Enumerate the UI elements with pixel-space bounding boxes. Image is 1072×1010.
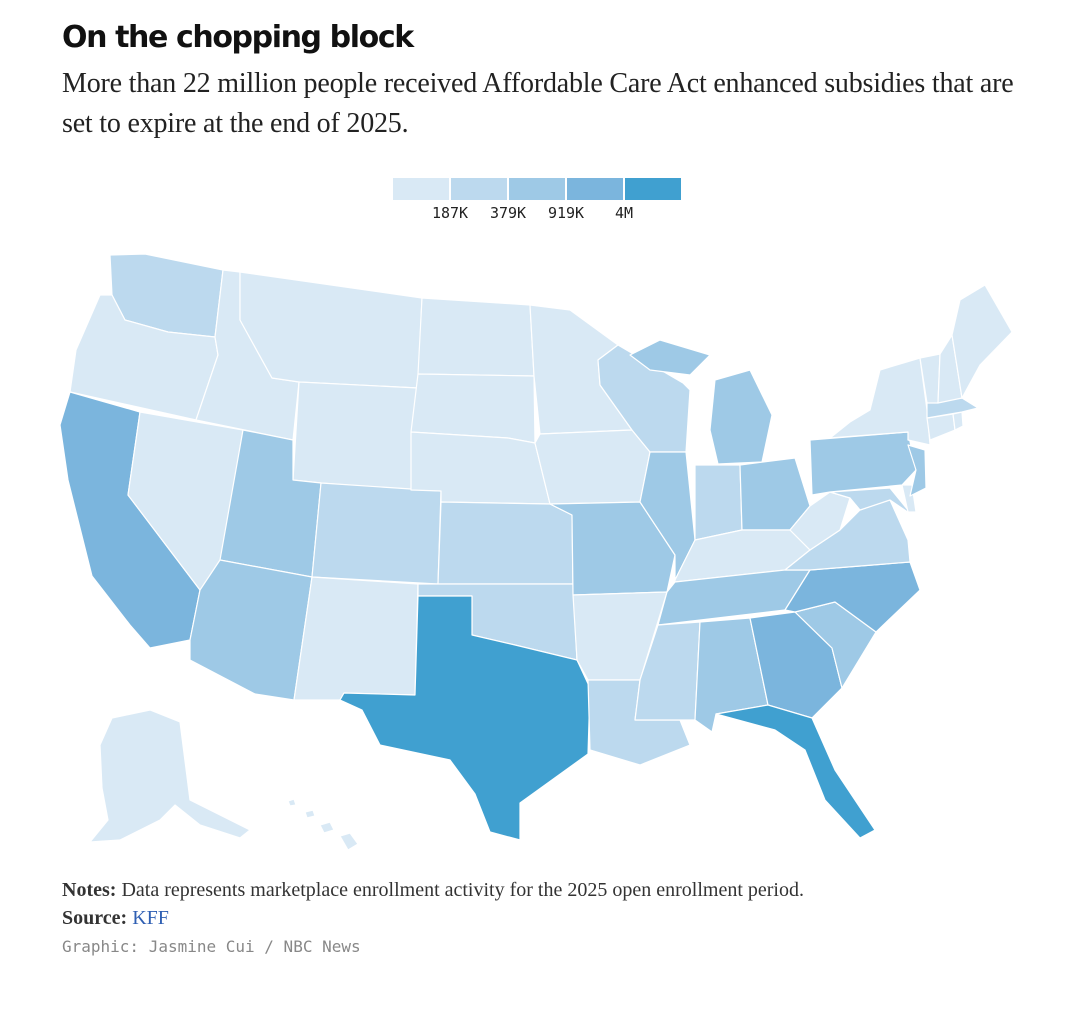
state-iowa[interactable] [534,429,651,505]
state-indiana[interactable] [694,464,743,541]
chart-subtitle: More than 22 million people received Aff… [62,68,1014,139]
state-new-york[interactable] [829,357,931,446]
graphic-credit: Graphic: Jasmine Cui / NBC News [62,937,361,956]
notes-label: Notes: [62,879,117,901]
state-new-jersey[interactable] [907,444,927,497]
state-kansas[interactable] [437,501,574,585]
state-mississippi[interactable] [634,621,701,721]
state-florida[interactable] [715,704,876,839]
legend-tick-1: 187K [431,204,469,222]
state-new-mexico[interactable] [293,576,419,701]
state-alaska[interactable] [89,709,251,843]
state-north-dakota[interactable] [417,297,535,377]
state-arizona[interactable] [189,559,313,701]
state-montana[interactable] [239,271,423,389]
legend-swatch-4 [567,178,623,200]
chart-title: On the chopping block [62,20,414,55]
color-legend: 187K 379K 919K 4M [393,178,683,226]
state-michigan[interactable] [629,339,711,376]
legend-swatch-3 [509,178,565,200]
state-colorado[interactable] [311,482,442,585]
notes-text: Data represents marketplace enrollment a… [116,879,804,901]
us-choropleth-map [59,253,1013,851]
legend-tick-4: 4M [614,204,634,222]
state-rhode-island[interactable] [952,411,964,431]
notes-line: Notes: Data represents marketplace enrol… [62,876,804,904]
source-link[interactable]: KFF [132,907,169,929]
legend-tick-3: 919K [547,204,585,222]
source-label: Source: [62,907,128,929]
state-texas[interactable] [339,595,591,841]
state-wyoming[interactable] [292,381,419,491]
state-pennsylvania[interactable] [809,431,917,496]
legend-swatch-2 [451,178,507,200]
legend-swatch-5 [625,178,681,200]
legend-swatch-1 [393,178,449,200]
state-michigan-lower[interactable] [709,369,773,465]
state-maine[interactable] [951,284,1013,399]
legend-tick-2: 379K [489,204,527,222]
notes-block: Notes: Data represents marketplace enrol… [62,876,804,932]
source-line: Source: KFF [62,904,804,932]
state-connecticut[interactable] [926,413,956,441]
state-maryland[interactable] [829,487,913,516]
state-hawaii[interactable] [287,798,359,851]
